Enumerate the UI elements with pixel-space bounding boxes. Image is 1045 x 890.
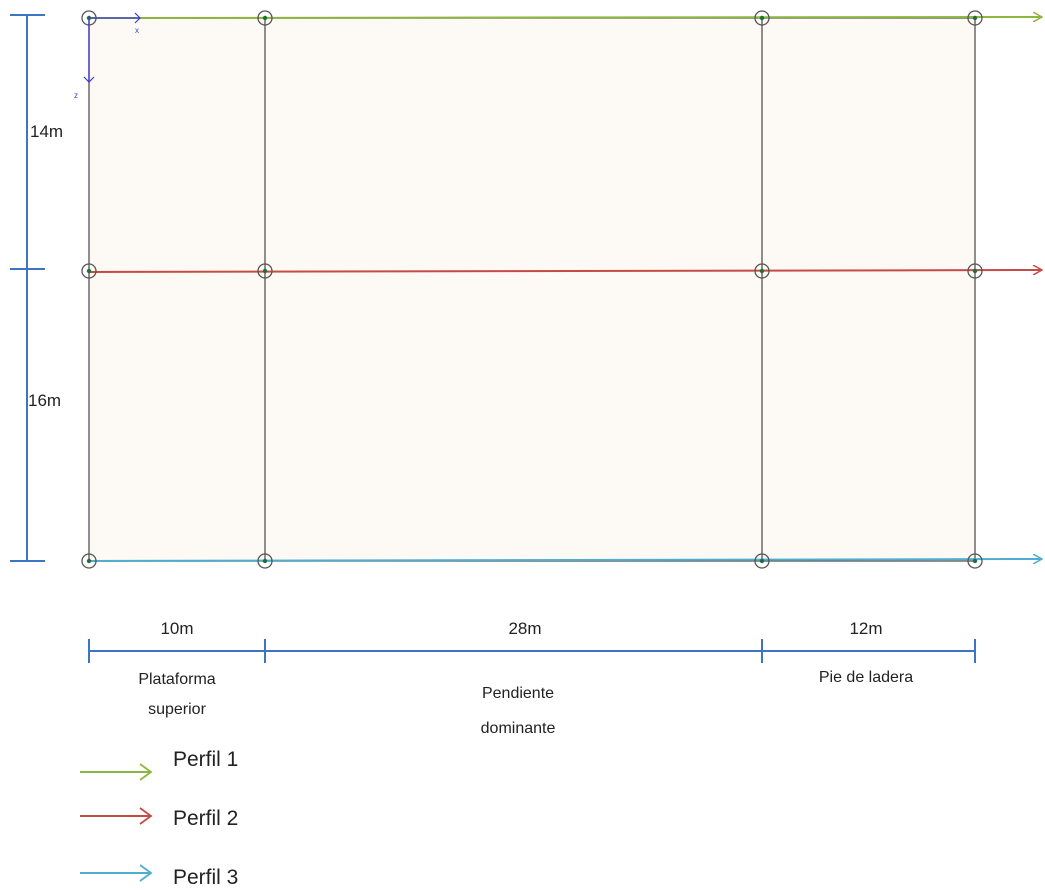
horizontal-dimension [88,639,976,663]
node [81,553,97,569]
node [967,263,983,279]
node [754,263,770,279]
node [754,10,770,26]
legend-label-perfil-3: Perfil 3 [173,866,238,889]
z-axis-label: z [74,91,78,100]
node [257,553,273,569]
dim-10m-label: 10m [160,619,193,638]
legend: Perfil 1 Perfil 2 Perfil 3 [80,748,238,889]
dim-14m-label: 14m [30,122,63,141]
profile-2-line [88,270,1042,272]
legend-item-perfil-3: Perfil 3 [80,864,238,889]
zone-plataforma-line1: Plataforma [138,671,215,688]
legend-label-perfil-1: Perfil 1 [173,748,238,771]
node [967,553,983,569]
zone-pendiente-line2: dominante [481,720,556,737]
zone-plataforma-line2: superior [148,701,206,718]
node [967,10,983,26]
node [257,10,273,26]
dim-16m-label: 16m [28,391,61,410]
dim-28m-label: 28m [508,619,541,638]
axes-icon [83,12,141,83]
legend-item-perfil-1: Perfil 1 [80,748,238,781]
vertical-grid-lines [264,18,763,561]
node [754,553,770,569]
profile-3-line [88,559,1042,561]
dim-12m-label: 12m [849,619,882,638]
zone-pie-ladera: Pie de ladera [819,669,913,686]
legend-label-perfil-2: Perfil 2 [173,807,238,830]
model-area [88,17,976,562]
vertical-dimension [10,14,45,562]
node [257,263,273,279]
node [81,263,97,279]
profile-1-line [88,17,1042,18]
legend-item-perfil-2: Perfil 2 [80,807,238,830]
zone-pendiente-line1: Pendiente [482,685,554,702]
x-axis-label: x [135,26,139,35]
